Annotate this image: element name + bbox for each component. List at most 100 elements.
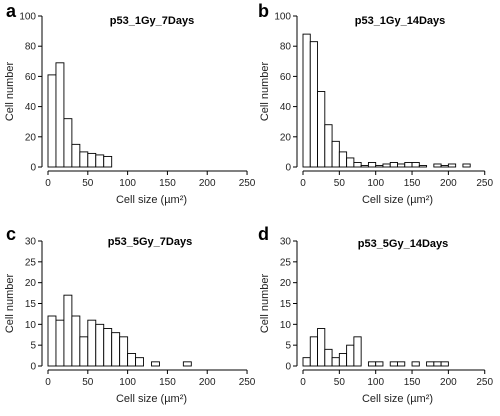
histogram-bar <box>111 332 121 367</box>
panel-letter: b <box>258 1 269 21</box>
y-tick-label: 5 <box>285 341 291 352</box>
histogram-bar <box>309 41 318 168</box>
histogram-bar <box>87 319 97 367</box>
y-axis-label: Cell number <box>259 274 271 334</box>
y-tick-label: 0 <box>285 362 291 373</box>
histogram-bar <box>404 162 413 168</box>
x-tick-label: 0 <box>45 377 51 388</box>
y-axis-label: Cell number <box>4 62 16 122</box>
histogram-bar <box>440 361 449 367</box>
y-tick-label: 30 <box>280 237 292 248</box>
x-tick-label: 150 <box>159 377 176 388</box>
y-tick-label: 5 <box>30 341 36 352</box>
histogram-bar <box>87 152 97 168</box>
y-tick-label: 40 <box>25 102 37 113</box>
histogram-bar <box>47 74 57 168</box>
histogram-bar <box>317 328 326 367</box>
histogram-bar <box>317 91 326 168</box>
y-tick-label: 60 <box>25 72 37 83</box>
y-tick-label: 20 <box>280 132 292 143</box>
histogram-bar <box>367 361 377 367</box>
x-tick-label: 100 <box>119 377 136 388</box>
histogram-bar <box>389 361 398 367</box>
y-tick-label: 15 <box>25 299 37 310</box>
histogram-bar <box>55 62 65 168</box>
histogram-bar <box>324 124 333 168</box>
histogram-bar <box>462 163 471 168</box>
histogram-bar <box>95 154 105 168</box>
panel-c: c p53_5Gy_7Days 0 5 10 15 20 25 30 0 50 100 150 200 25… <box>4 224 256 405</box>
histogram-bar <box>302 33 311 168</box>
x-axis-label: Cell size (µm²) <box>362 393 433 405</box>
y-tick-label: 80 <box>280 42 292 53</box>
histogram-bar <box>63 294 73 367</box>
histogram-bar <box>182 361 192 367</box>
x-tick-label: 0 <box>300 377 306 388</box>
histogram-bar <box>389 162 398 168</box>
histogram-bar <box>63 118 73 168</box>
histogram-bar <box>367 162 377 168</box>
y-tick-label: 10 <box>280 320 292 331</box>
histogram-bar <box>433 163 442 168</box>
x-tick-label: 50 <box>334 178 346 189</box>
panel-b: b p53_1Gy_14Days 0 20 40 60 80 100 0 50 100 150 200 2… <box>258 1 494 206</box>
x-tick-label: 200 <box>440 178 457 189</box>
histogram-bar <box>418 165 428 168</box>
panel-title: p53_1Gy_14Days <box>355 15 446 27</box>
histogram-bar <box>47 315 57 367</box>
histogram-bar <box>338 353 348 367</box>
histogram-bar <box>447 163 457 168</box>
histogram-bar <box>119 336 129 367</box>
panel-a: a p53_1Gy_7Days 0 20 40 60 80 100 0 50 100 150 200 25… <box>4 1 256 206</box>
x-tick-label: 150 <box>159 178 176 189</box>
y-tick-label: 0 <box>30 362 36 373</box>
x-tick-label: 250 <box>476 377 493 388</box>
y-tick-label: 60 <box>280 72 292 83</box>
x-tick-label: 150 <box>404 178 421 189</box>
histogram-bar <box>411 361 420 367</box>
x-tick-label: 50 <box>334 377 346 388</box>
x-tick-label: 200 <box>440 377 457 388</box>
histogram-bar <box>55 319 65 367</box>
histogram-bar <box>382 163 391 168</box>
panel-letter: d <box>258 224 269 244</box>
y-tick-label: 40 <box>280 102 292 113</box>
x-tick-label: 200 <box>199 178 216 189</box>
histogram-bar <box>79 151 89 168</box>
histogram-bar <box>79 336 89 367</box>
histogram-bar <box>375 165 384 168</box>
y-tick-label: 100 <box>19 12 36 23</box>
histogram-bar <box>302 357 311 367</box>
y-tick-label: 10 <box>25 320 37 331</box>
histogram-bar <box>433 361 442 367</box>
histogram-bar <box>353 162 362 168</box>
panel-title: p53_5Gy_14Days <box>358 238 449 250</box>
histogram-bar <box>338 151 348 168</box>
histogram-bar <box>331 140 340 168</box>
x-tick-label: 0 <box>45 178 51 189</box>
histogram-bar <box>346 157 355 168</box>
y-tick-label: 20 <box>25 278 37 289</box>
histogram-bar <box>411 162 420 168</box>
x-tick-label: 0 <box>300 178 306 189</box>
x-axis-label: Cell size (µm²) <box>362 194 433 206</box>
histogram-bar <box>426 361 435 367</box>
x-axis-label: Cell size (µm²) <box>116 393 187 405</box>
histogram-bar <box>397 361 406 367</box>
histogram-bar <box>151 361 160 367</box>
x-tick-label: 150 <box>404 377 421 388</box>
histogram-bar <box>71 315 81 367</box>
x-tick-label: 100 <box>367 377 384 388</box>
panel-letter: a <box>6 1 17 21</box>
x-tick-label: 50 <box>82 178 94 189</box>
y-tick-label: 0 <box>30 163 36 174</box>
y-axis-label: Cell number <box>259 62 271 122</box>
histogram-bar <box>324 348 333 367</box>
y-axis-label: Cell number <box>4 274 16 334</box>
histogram-bar <box>309 336 318 367</box>
y-tick-label: 0 <box>285 163 291 174</box>
histogram-bar <box>103 155 113 168</box>
histogram-bar <box>353 336 362 367</box>
y-tick-label: 20 <box>25 132 37 143</box>
